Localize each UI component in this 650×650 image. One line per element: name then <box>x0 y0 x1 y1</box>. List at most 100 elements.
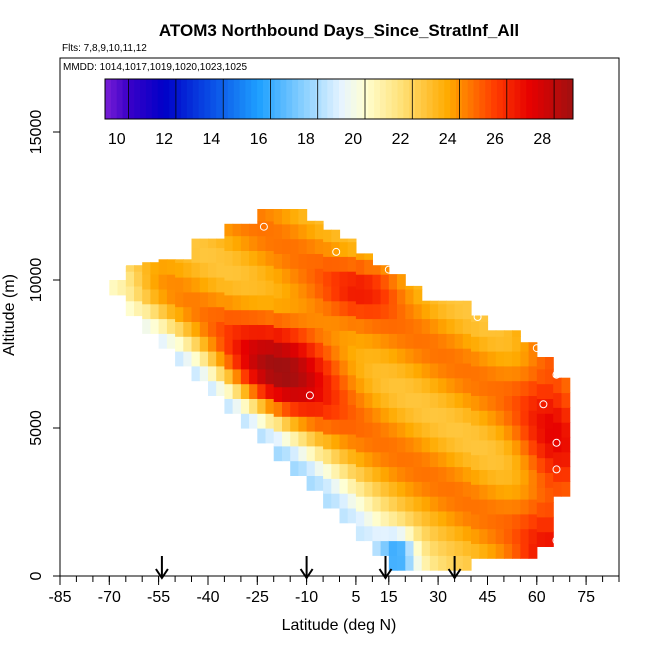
heatmap-cell <box>208 306 217 322</box>
heatmap-cell <box>454 540 464 556</box>
heatmap-cell <box>413 303 423 320</box>
heatmap-cell <box>314 283 324 299</box>
heatmap-cell <box>158 259 168 275</box>
heatmap-cell <box>397 481 406 497</box>
heatmap-cell <box>545 413 554 429</box>
colorbar-cell <box>321 79 328 119</box>
heatmap-cell <box>495 365 505 382</box>
heatmap-cell <box>355 318 365 334</box>
heatmap-cell <box>528 365 538 382</box>
heatmap-cell <box>512 513 521 530</box>
y-tick-label: 10000 <box>28 258 45 303</box>
heatmap-cell <box>438 510 447 527</box>
heatmap-cell <box>249 413 258 429</box>
heatmap-cell <box>421 362 431 379</box>
heatmap-cell <box>553 407 562 423</box>
heatmap-cell <box>232 398 242 414</box>
heatmap-cell <box>347 404 357 420</box>
heatmap-cell <box>397 436 406 453</box>
heatmap-cell <box>314 475 324 491</box>
colorbar-ticks: 10 12 14 16 18 20 22 24 26 28 <box>108 131 551 148</box>
heatmap-cell <box>372 540 382 556</box>
colorbar-cell <box>192 79 200 119</box>
heatmap-cell <box>372 466 382 482</box>
heatmap-cell <box>405 436 415 453</box>
heatmap-cell <box>199 291 209 308</box>
heatmap-cell <box>183 277 193 293</box>
heatmap-cell <box>331 285 341 302</box>
heatmap-cell <box>495 499 505 515</box>
colorbar-cell <box>555 79 562 119</box>
x-tick-label: 60 <box>528 589 546 606</box>
heatmap-cell <box>191 321 201 337</box>
colorbar-cell <box>420 79 428 119</box>
colorbar-cell <box>496 79 504 119</box>
heatmap-cell <box>479 395 489 411</box>
heatmap-cell <box>142 274 151 290</box>
heatmap-cell <box>380 525 390 542</box>
heatmap-cell <box>306 220 316 225</box>
heatmap-cell <box>388 466 398 482</box>
heatmap-cell <box>339 389 349 405</box>
heatmap-cell <box>224 223 234 237</box>
heatmap-cell <box>355 362 365 379</box>
colorbar-cell <box>549 79 556 119</box>
heatmap-cell <box>503 365 513 382</box>
heatmap-cell <box>438 362 447 379</box>
heatmap-cell <box>388 555 398 571</box>
heatmap-cell <box>224 294 234 311</box>
heatmap-cell <box>553 466 562 482</box>
colorbar-frame <box>104 78 574 120</box>
heatmap-cell <box>323 448 332 465</box>
heatmap-cell <box>208 351 217 367</box>
heatmap-cell <box>421 348 431 364</box>
heatmap-cell <box>380 540 390 556</box>
heatmap-cell <box>503 543 513 559</box>
heatmap-cell <box>298 327 308 343</box>
heatmap-cell <box>388 318 398 334</box>
colorbar-tick-label: 10 <box>108 131 126 148</box>
heatmap-cell <box>397 555 406 571</box>
heatmap-cell <box>331 229 341 243</box>
heatmap-cell <box>347 345 357 361</box>
heatmap-cell <box>347 330 357 346</box>
heatmap-cell <box>520 351 530 367</box>
heatmap-cell <box>339 238 349 243</box>
heatmap-cell <box>306 401 316 417</box>
heatmap-cell <box>273 283 283 299</box>
heatmap-cell <box>191 336 201 352</box>
heatmap-cell <box>380 348 390 364</box>
heatmap-cell <box>561 481 571 497</box>
heatmap-cell <box>397 466 406 482</box>
heatmap-cell <box>282 401 291 417</box>
heatmap-cell <box>446 466 456 482</box>
heatmap-cell <box>429 481 439 497</box>
heatmap-cell <box>323 478 332 494</box>
heatmap-cell <box>429 348 439 364</box>
heatmap-cell <box>339 315 349 331</box>
heatmap-cell <box>388 525 398 542</box>
heatmap-cell <box>380 496 390 512</box>
heatmap-cell <box>175 306 184 322</box>
heatmap-cell <box>380 422 390 438</box>
heatmap-cell <box>199 247 209 263</box>
heatmap-cell <box>290 209 299 225</box>
x-tick-label: 5 <box>351 589 360 606</box>
heatmap-cell <box>282 445 291 462</box>
heatmap-cell <box>347 433 357 450</box>
heatmap-cell <box>479 454 489 470</box>
heatmap-cell <box>388 377 398 394</box>
heatmap-cell <box>462 481 472 497</box>
heatmap-cell <box>528 528 538 544</box>
heatmap-cell <box>355 525 365 542</box>
heatmap-cell <box>553 451 562 468</box>
heatmap-cell <box>495 336 505 352</box>
heatmap-cell <box>191 365 201 382</box>
heatmap-cell <box>479 410 489 426</box>
heatmap-cell <box>265 398 275 414</box>
heatmap-cell <box>240 235 250 251</box>
heatmap-cell <box>232 294 242 311</box>
heatmap-cell <box>372 407 382 423</box>
heatmap-cell <box>306 431 316 447</box>
heatmap-cell <box>429 318 439 334</box>
